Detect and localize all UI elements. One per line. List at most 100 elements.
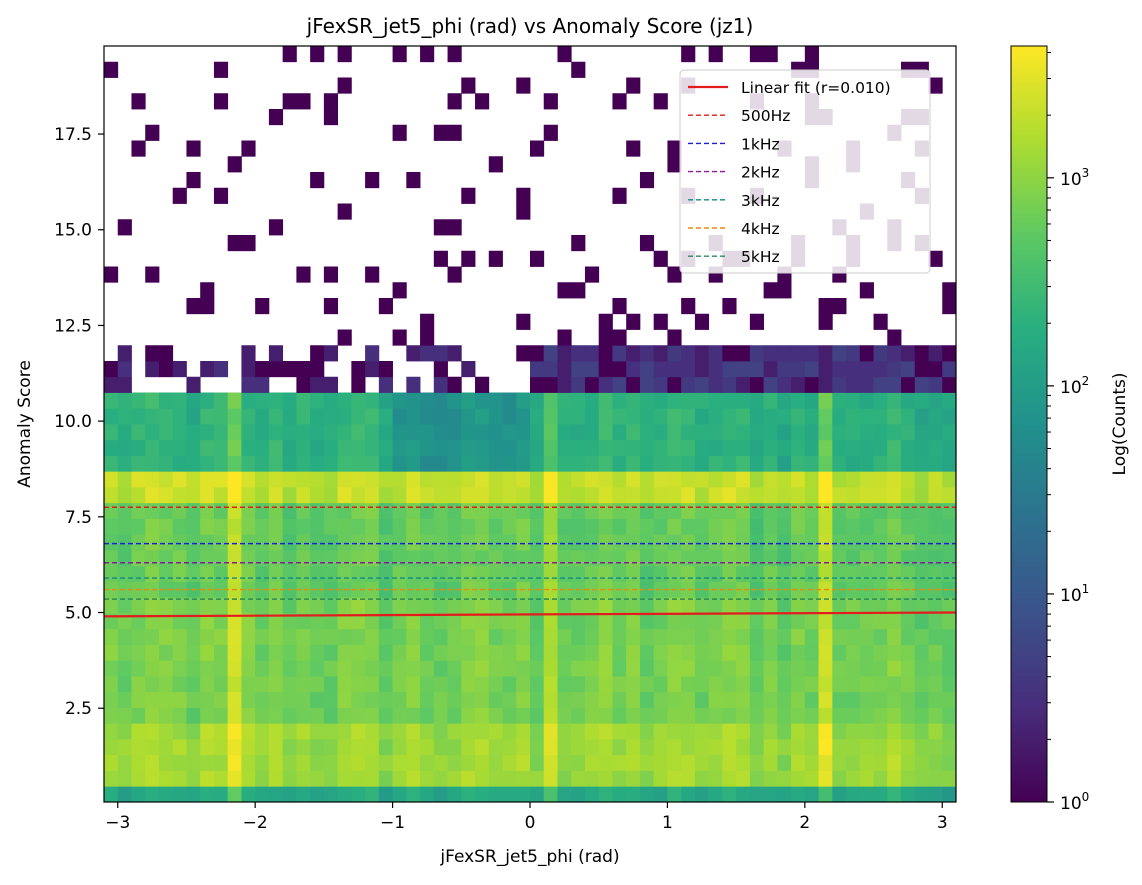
heatmap-cell [914, 770, 929, 787]
heatmap-cell [639, 644, 655, 661]
heatmap-cell [543, 392, 558, 409]
heatmap-cell [791, 691, 806, 708]
heatmap-cell [104, 534, 119, 551]
heatmap-cell [447, 660, 462, 677]
heatmap-cell [777, 786, 792, 802]
heatmap-cell [296, 408, 311, 425]
heatmap-cell [763, 723, 778, 740]
heatmap-cell [392, 676, 407, 693]
heatmap-cell [777, 723, 792, 740]
heatmap-cell [186, 597, 201, 614]
heatmap-cell [378, 502, 393, 519]
heatmap-cell [694, 565, 710, 582]
heatmap-cell [694, 550, 710, 567]
heatmap-cell [708, 628, 723, 645]
heatmap-cell [296, 487, 311, 504]
heatmap-cell [337, 455, 352, 472]
heatmap-cell [337, 691, 352, 708]
heatmap-cell [365, 644, 380, 661]
heatmap-cell [461, 487, 476, 504]
heatmap-cell [598, 786, 613, 802]
heatmap-cell [323, 676, 339, 693]
colorbar [1010, 45, 1048, 803]
heatmap-cell [433, 424, 448, 441]
heatmap-cell [392, 408, 407, 425]
heatmap-cell [365, 487, 380, 504]
heatmap-cell [804, 439, 819, 456]
heatmap-cell [337, 628, 352, 645]
heatmap-cell [461, 502, 476, 519]
heatmap-cell [516, 345, 531, 362]
heatmap-cell [777, 487, 792, 504]
heatmap-cell [639, 565, 655, 582]
heatmap-cell [804, 471, 819, 488]
heatmap-cell [777, 361, 792, 378]
heatmap-cell [681, 691, 696, 708]
heatmap-cell [543, 124, 558, 141]
heatmap-cell [186, 534, 201, 551]
heatmap-cell [186, 707, 201, 724]
heatmap-cell [365, 408, 380, 425]
heatmap-cell [736, 723, 751, 740]
heatmap-cell [763, 739, 778, 756]
heatmap-cell [557, 329, 572, 346]
heatmap-cell [626, 550, 641, 567]
heatmap-cell [378, 707, 393, 724]
heatmap-cell [420, 786, 435, 802]
heatmap-cell [241, 235, 256, 252]
heatmap-cell [104, 581, 119, 598]
heatmap-cell [653, 455, 668, 472]
y-tick-label: 10.0 [54, 412, 92, 432]
heatmap-cell [461, 707, 476, 724]
heatmap-cell [145, 392, 160, 409]
heatmap-cell [653, 250, 668, 267]
heatmap-cell [420, 770, 435, 787]
heatmap-cell [639, 487, 655, 504]
heatmap-cell [749, 676, 765, 693]
heatmap-cell [791, 739, 806, 756]
heatmap-cell [268, 361, 284, 378]
heatmap-cell [763, 376, 778, 393]
heatmap-cell [873, 534, 888, 551]
heatmap-cell [323, 550, 339, 567]
heatmap-cell [502, 739, 517, 756]
heatmap-cell [392, 565, 407, 582]
heatmap-cell [818, 392, 833, 409]
heatmap-cell [447, 613, 462, 630]
heatmap-cell [268, 455, 284, 472]
heatmap-cell [420, 676, 435, 693]
heatmap-cell [530, 550, 545, 567]
heatmap-cell [804, 628, 819, 645]
heatmap-cell [832, 723, 847, 740]
heatmap-cell [708, 597, 723, 614]
heatmap-cell [681, 597, 696, 614]
heatmap-cell [406, 471, 421, 488]
heatmap-cell [406, 723, 421, 740]
heatmap-cell [296, 739, 311, 756]
heatmap-cell [928, 471, 943, 488]
heatmap-cell [612, 613, 627, 630]
heatmap-cell [310, 707, 325, 724]
heatmap-cell [681, 298, 696, 315]
heatmap-cell [571, 518, 586, 535]
heatmap-cell [791, 597, 806, 614]
heatmap-cell [296, 676, 311, 693]
heatmap-cell [268, 471, 284, 488]
heatmap-cell [351, 676, 366, 693]
heatmap-cell [859, 487, 874, 504]
heatmap-cell [186, 471, 201, 488]
heatmap-cell [818, 770, 833, 787]
x-axis-label: jFexSR_jet5_phi (rad) [439, 847, 619, 867]
heatmap-cell [543, 345, 558, 362]
heatmap-cell [172, 518, 187, 535]
heatmap-cell [901, 408, 916, 425]
heatmap-cell [392, 644, 407, 661]
heatmap-cell [255, 660, 270, 677]
heatmap-cell [145, 786, 160, 802]
heatmap-cell [736, 707, 751, 724]
heatmap-cell [158, 550, 174, 567]
heatmap-cell [351, 723, 366, 740]
heatmap-cell [241, 676, 256, 693]
heatmap-cell [667, 487, 682, 504]
heatmap-cell [846, 565, 861, 582]
